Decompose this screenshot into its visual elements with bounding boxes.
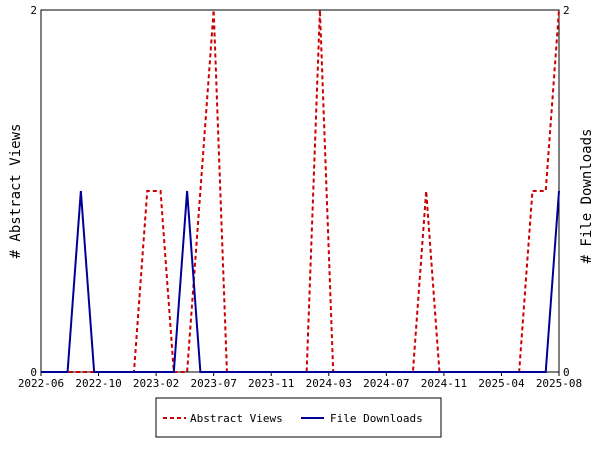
series-layer <box>41 9 560 373</box>
y-axis: 0 2 0 2 <box>30 4 569 379</box>
x-tick-label: 2024-11 <box>421 377 467 390</box>
x-tick-label: 2022-06 <box>18 377 64 390</box>
plot-area <box>40 9 560 373</box>
x-tick-label: 2023-02 <box>133 377 179 390</box>
y-left-tick-label: 0 <box>30 366 37 379</box>
legend-label-abstract-views: Abstract Views <box>190 412 283 425</box>
y-right-tick-label: 2 <box>563 4 570 17</box>
series-line-file-downloads <box>41 190 560 373</box>
legend-label-file-downloads: File Downloads <box>330 412 423 425</box>
x-tick-label: 2022-10 <box>75 377 121 390</box>
y-right-tick-label: 0 <box>563 366 570 379</box>
x-tick-label: 2025-04 <box>478 377 525 390</box>
x-tick-label: 2025-08 <box>536 377 582 390</box>
x-tick-label: 2023-11 <box>248 377 294 390</box>
x-axis: 2022-06 2022-10 2023-02 2023-07 2023-11 2024-… <box>18 372 582 390</box>
x-tick-label: 2023-07 <box>190 377 236 390</box>
y-left-axis-title: # Abstract Views <box>8 124 24 259</box>
legend: Abstract Views File Downloads <box>155 397 442 438</box>
y-right-axis-title: # File Downloads <box>579 129 595 264</box>
x-tick-label: 2024-03 <box>306 377 352 390</box>
legend-box <box>155 397 442 438</box>
y-left-tick-label: 2 <box>30 4 37 17</box>
x-tick-label: 2024-07 <box>363 377 409 390</box>
